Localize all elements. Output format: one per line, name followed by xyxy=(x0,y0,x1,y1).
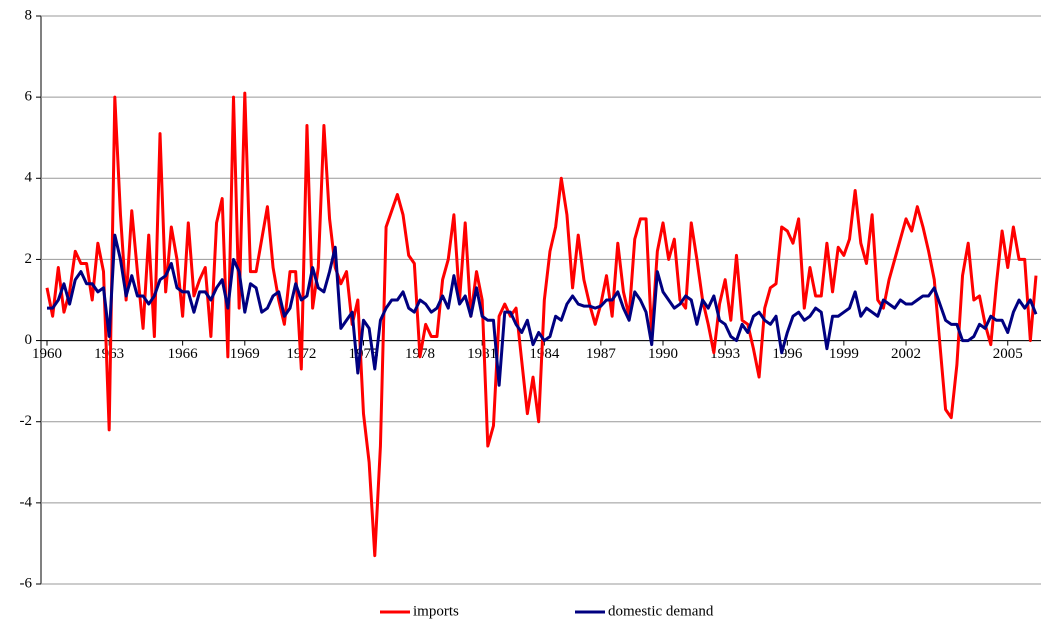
x-tick-label: 1981 xyxy=(467,346,497,362)
y-tick-label: 6 xyxy=(25,89,33,105)
y-tick-label: 2 xyxy=(25,251,33,267)
x-tick-label: 1999 xyxy=(829,346,859,362)
y-tick-label: -4 xyxy=(20,494,33,510)
y-tick-label: 4 xyxy=(25,170,33,186)
x-tick-label: 1966 xyxy=(168,346,199,362)
x-tick-label: 1987 xyxy=(586,346,617,362)
y-tick-label: -2 xyxy=(20,413,33,429)
y-tick-label: 0 xyxy=(25,332,33,348)
y-tick-label: -6 xyxy=(20,575,33,591)
y-tick-label: 8 xyxy=(25,7,33,23)
series-line xyxy=(47,233,1038,387)
x-tick-label: 1996 xyxy=(772,346,803,362)
x-tick-label: 1993 xyxy=(710,346,740,362)
x-tick-label: 1984 xyxy=(529,346,560,362)
x-tick-label: 2002 xyxy=(891,346,921,362)
series-line xyxy=(45,91,1038,558)
x-tick-label: 1960 xyxy=(32,346,62,362)
legend-label: domestic demand xyxy=(608,603,714,619)
x-tick-label: 1990 xyxy=(648,346,678,362)
legend-label: imports xyxy=(413,603,459,619)
x-tick-label: 2005 xyxy=(993,346,1023,362)
x-tick-label: 1969 xyxy=(230,346,260,362)
